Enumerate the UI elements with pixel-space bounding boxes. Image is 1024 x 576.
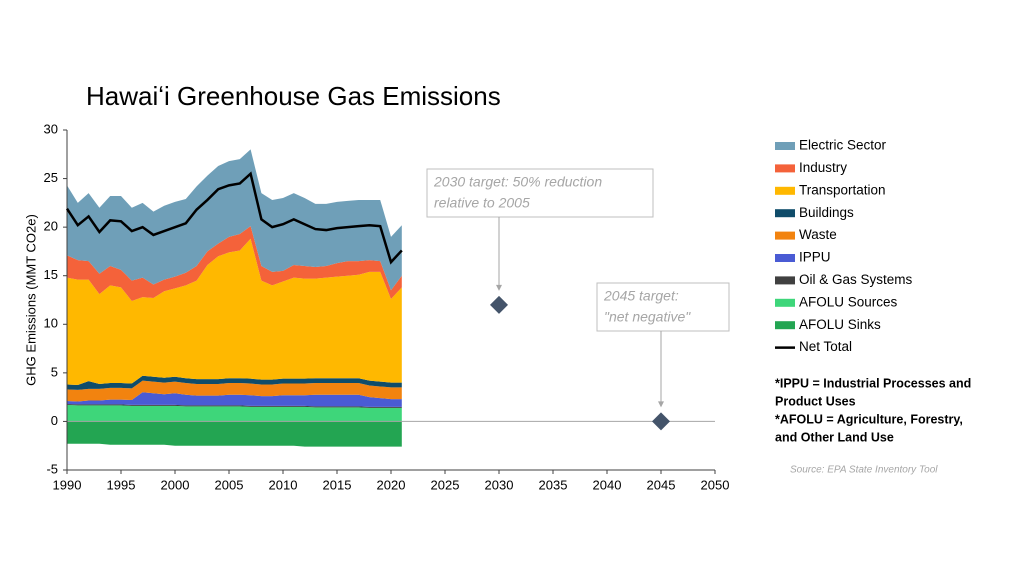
x-tick-label: 2030 [485, 477, 514, 492]
area [67, 404, 402, 422]
legend-swatch [775, 321, 795, 330]
legend-label: Transportation [799, 182, 886, 197]
legend-swatch [775, 142, 795, 150]
note: Product Uses [775, 394, 856, 408]
legend-label: IPPU [799, 250, 831, 265]
legend-label: Industry [799, 160, 847, 175]
x-tick-label: 2025 [431, 477, 460, 492]
y-tick-label: 0 [51, 413, 58, 428]
annotation-text: 2045 target: [603, 288, 679, 304]
area [67, 149, 402, 291]
x-tick-label: 1995 [107, 477, 136, 492]
annotation-text: relative to 2005 [434, 195, 530, 211]
legend-label: Oil & Gas Systems [799, 272, 913, 287]
area [67, 380, 402, 402]
y-tick-label: -5 [46, 461, 58, 476]
legend-swatch [775, 276, 795, 285]
legend-label: Waste [799, 227, 837, 242]
area [67, 226, 402, 301]
legend-swatch [775, 254, 795, 262]
legend-swatch [775, 209, 795, 218]
area [67, 392, 402, 407]
y-tick-label: 5 [51, 364, 58, 379]
legend-swatch [775, 231, 795, 240]
annotation-arrowhead [496, 284, 502, 291]
legend-label: AFOLU Sources [799, 294, 898, 309]
area [67, 238, 402, 385]
annotation-text: "net negative" [604, 309, 691, 325]
area [67, 375, 402, 390]
y-axis-label: GHG Emissions (MMT CO2e) [23, 214, 38, 386]
chart-title: Hawaiʻi Greenhouse Gas Emissions [86, 81, 501, 111]
line [65, 171, 403, 265]
y-tick-label: 25 [44, 170, 58, 185]
annotation-box [596, 282, 730, 332]
area [67, 421, 402, 447]
x-tick-label: 2045 [647, 477, 676, 492]
source: Source: EPA State Inventory Tool [790, 465, 938, 476]
annotation-arrowhead [658, 401, 664, 408]
x-tick-label: 2015 [323, 477, 352, 492]
note: *AFOLU = Agriculture, Forestry, [775, 412, 963, 426]
legend-swatch [775, 298, 795, 307]
y-tick-label: 20 [44, 219, 58, 234]
legend-label: Buildings [799, 205, 854, 220]
x-tick-label: 2040 [593, 477, 622, 492]
annotation-text: 2030 target: 50% reduction [433, 174, 602, 190]
x-tick-label: 2010 [269, 477, 298, 492]
x-tick-label: 2050 [701, 477, 730, 492]
y-tick-label: 10 [44, 316, 58, 331]
x-tick-label: 1990 [53, 477, 82, 492]
legend-label: AFOLU Sinks [799, 317, 881, 332]
area [67, 403, 402, 408]
y-tick-label: 15 [44, 267, 58, 282]
x-tick-label: 2020 [377, 477, 406, 492]
x-tick-label: 2035 [539, 477, 568, 492]
legend-label: Net Total [799, 339, 852, 354]
x-tick-label: 2005 [215, 477, 244, 492]
legend-swatch [775, 164, 795, 173]
y-tick-label: 30 [44, 121, 58, 136]
target-marker [490, 295, 508, 314]
x-tick-label: 2000 [161, 477, 190, 492]
legend-swatch [775, 186, 795, 195]
annotation-box [426, 168, 654, 218]
legend-label: Electric Sector [799, 138, 887, 153]
target-marker [652, 412, 670, 431]
note: and Other Land Use [775, 430, 894, 444]
note: *IPPU = Industrial Processes and [775, 376, 971, 390]
